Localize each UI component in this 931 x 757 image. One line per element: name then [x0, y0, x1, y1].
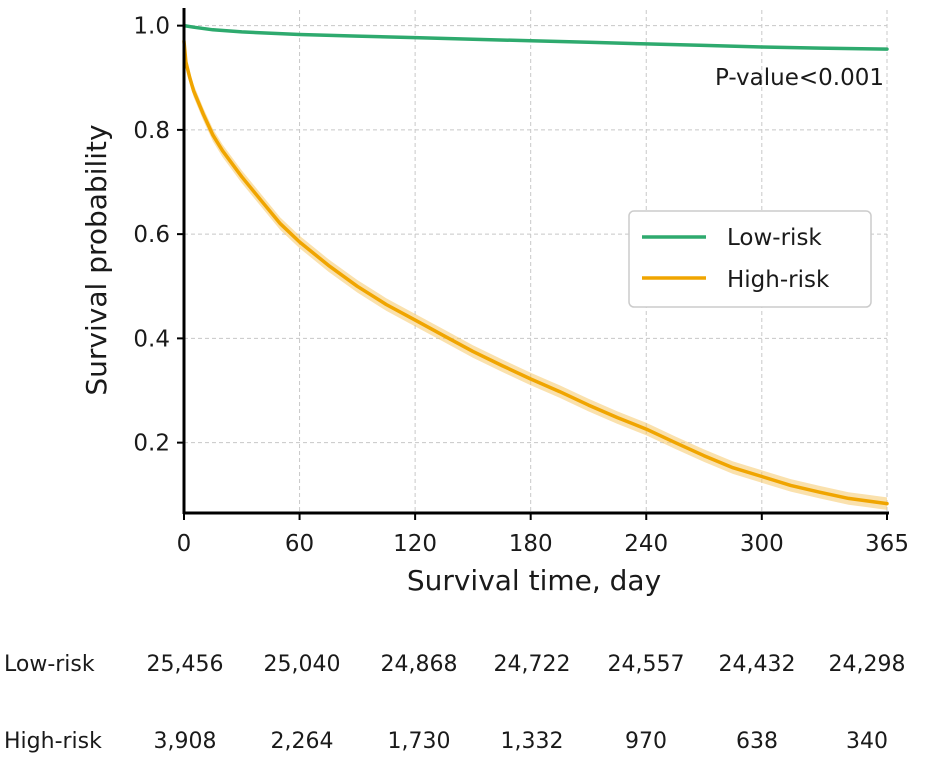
- x-tick-label-3: 180: [509, 531, 553, 557]
- risk-counts: 25,456 25,040 24,868 24,722 24,557 24,432 24,2…: [147, 652, 906, 754]
- y-tick-labels: 0.2 0.4 0.6 0.8 1.0: [133, 14, 184, 457]
- risk-row-label-high-risk: High-risk: [4, 729, 102, 754]
- risk-count-low-risk-4: 24,557: [608, 652, 685, 677]
- legend: Low-risk High-risk: [628, 210, 872, 308]
- y-axis-title: Survival probability: [80, 124, 113, 395]
- x-tick-label-6: 365: [865, 531, 909, 557]
- y-tick-label-3: 0.8: [133, 118, 170, 144]
- x-tick-label-0: 0: [177, 531, 192, 557]
- x-tick-label-1: 60: [285, 531, 314, 557]
- risk-count-low-risk-6: 24,298: [829, 652, 906, 677]
- grid: [184, 10, 888, 513]
- risk-count-high-risk-1: 2,264: [271, 729, 334, 754]
- x-axis-title: Survival time, day: [407, 564, 661, 597]
- x-tick-label-4: 240: [624, 531, 668, 557]
- x-tick-label-5: 300: [740, 531, 784, 557]
- y-tick-label-4: 1.0: [133, 14, 170, 40]
- axes: [182, 8, 889, 515]
- p-value-annotation: P-value<0.001: [715, 65, 884, 91]
- risk-count-high-risk-0: 3,908: [154, 729, 217, 754]
- y-tick-label-1: 0.4: [133, 326, 170, 352]
- risk-count-low-risk-2: 24,868: [381, 652, 458, 677]
- series-line-low-risk: [182, 23, 889, 51]
- risk-count-low-risk-1: 25,040: [264, 652, 341, 677]
- risk-count-low-risk-3: 24,722: [494, 652, 571, 677]
- x-tick-labels: 0 60 120 180 240 300 365: [177, 513, 909, 557]
- risk-count-high-risk-3: 1,332: [501, 729, 564, 754]
- legend-label-low-risk: Low-risk: [727, 225, 822, 251]
- y-tick-label-0: 0.2: [133, 431, 170, 457]
- series-lines: [182, 23, 889, 506]
- risk-count-high-risk-4: 970: [625, 729, 667, 754]
- legend-box: [628, 210, 872, 308]
- risk-count-high-risk-6: 340: [846, 729, 888, 754]
- y-tick-label-2: 0.6: [133, 222, 170, 248]
- x-tick-label-2: 120: [393, 531, 437, 557]
- series-line-high-risk: [182, 39, 889, 506]
- risk-count-high-risk-5: 638: [736, 729, 778, 754]
- legend-label-high-risk: High-risk: [727, 267, 830, 293]
- risk-row-label-low-risk: Low-risk: [4, 652, 95, 677]
- risk-count-high-risk-2: 1,730: [388, 729, 451, 754]
- risk-count-low-risk-5: 24,432: [719, 652, 796, 677]
- risk-table: Low-risk High-risk 25,456 25,040 24,868 24,…: [4, 652, 905, 754]
- risk-count-low-risk-0: 25,456: [147, 652, 224, 677]
